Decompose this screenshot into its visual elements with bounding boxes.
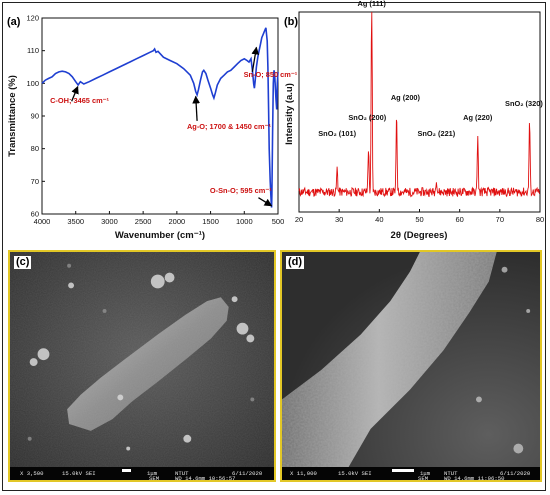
ftir-annotation-coh: C-OH; 3465 cm⁻¹ — [50, 96, 109, 105]
xrd-label-sno2-221: SnO₂ (221) — [417, 129, 455, 138]
ftir-xtick-label: 3500 — [67, 217, 84, 226]
sem-panel-d-label: (d) — [286, 256, 305, 269]
xrd-label-sno2-101: SnO₂ (101) — [318, 129, 356, 138]
sem-panel-c: (c) X 3,500 15.0kV SEI 1μm NTUT 6/11/202… — [8, 250, 276, 482]
ftir-annotation-ago: Ag-O; 1700 & 1450 cm⁻¹ — [187, 122, 272, 131]
xrd-label-ag-200: Ag (200) — [391, 93, 421, 102]
ftir-series-line — [41, 27, 279, 208]
xrd-xlabel: 2θ (Degrees) — [391, 230, 448, 241]
sem-c-date: 6/11/2020 — [232, 470, 263, 477]
sem-d-scale: 1μm — [420, 470, 431, 477]
xrd-xtick-label: 60 — [455, 215, 463, 224]
sem-d-kv: 15.0kV SEI — [338, 470, 372, 477]
ftir-xtick-label: 2000 — [169, 217, 186, 226]
xrd-xtick-label: 80 — [536, 215, 544, 224]
ftir-ytick-label: 90 — [31, 112, 39, 121]
sem-c-wd: WD 14.6mm 10:56:57 — [175, 475, 236, 482]
xrd-panel-label: (b) — [284, 16, 298, 28]
sem-panel-c-label: (c) — [14, 256, 32, 269]
ftir-xtick-label: 1000 — [236, 217, 253, 226]
ftir-ylabel: Transmittance (%) — [7, 75, 18, 157]
ftir-xtick-label: 4000 — [34, 217, 51, 226]
xrd-xtick-label: 20 — [295, 215, 303, 224]
ftir-xtick-label: 1500 — [202, 217, 219, 226]
xrd-label-sno2-200: SnO₂ (200) — [348, 113, 386, 122]
sem-d-det: SEM — [418, 475, 429, 482]
xrd-ylabel: Intensity (a.u) — [284, 83, 295, 145]
ftir-axes — [41, 17, 279, 215]
sem-d-inst: NTUT — [444, 470, 458, 477]
sem-panel-d: (d) X 11,000 15.0kV SEI 1μm NTUT 6/11/20… — [280, 250, 542, 482]
ftir-annotation-osno: O-Sn-O; 595 cm⁻¹ — [210, 186, 272, 195]
sem-c-inst: NTUT — [175, 470, 189, 477]
sem-d-scalebar — [392, 469, 414, 472]
ftir-ytick-label: 100 — [26, 79, 39, 88]
sem-databar-d: X 11,000 15.0kV SEI 1μm NTUT 6/11/2020 S… — [282, 467, 540, 480]
ftir-panel-label: (a) — [7, 16, 21, 28]
sem-c-scale: 1μm — [147, 470, 158, 477]
ftir-annotation-sno: Sn-O; 850 cm⁻¹ — [244, 70, 298, 79]
ftir-chart: (a) 60 70 80 90 100 110 120 4000 3500 3000 2500 20… — [7, 14, 298, 242]
ftir-ytick-label: 80 — [31, 144, 39, 153]
xrd-series-line — [298, 11, 540, 198]
ftir-annotation-ago-arrow — [192, 95, 201, 121]
ftir-ytick-label: 60 — [31, 210, 39, 219]
xrd-xtick-label: 70 — [496, 215, 504, 224]
xrd-xtick-label: 30 — [335, 215, 343, 224]
xrd-label-ag-220: Ag (220) — [463, 113, 493, 122]
xrd-xtick-label: 40 — [375, 215, 383, 224]
sem-databar-c: X 3,500 15.0kV SEI 1μm NTUT 6/11/2020 SE… — [10, 467, 274, 480]
sem-d-wd: WD 14.6mm 11:06:50 — [444, 475, 505, 482]
xrd-axes — [298, 11, 541, 213]
sem-d-mag: X 11,000 — [290, 470, 317, 477]
xrd-label-ag-111: Ag (111) — [358, 0, 387, 8]
sem-c-scalebar — [122, 469, 131, 472]
sem-c-kv: 15.0kV SEI — [62, 470, 96, 477]
sem-c-det: SEM — [149, 475, 160, 482]
ftir-xtick-label: 500 — [272, 217, 285, 226]
ftir-ytick-label: 120 — [26, 14, 39, 23]
sem-c-mag: X 3,500 — [20, 470, 44, 477]
xrd-xtick-label: 50 — [415, 215, 423, 224]
ftir-ytick-label: 70 — [31, 177, 39, 186]
ftir-xtick-label: 2500 — [135, 217, 152, 226]
ftir-xtick-label: 3000 — [101, 217, 118, 226]
xrd-chart: (b) 20 30 40 50 60 70 80 Intensity (a.u) 2θ (D… — [284, 0, 544, 241]
ftir-annotation-osno-arrow — [258, 197, 273, 207]
ftir-annotation-sno-arrow — [251, 46, 260, 73]
ftir-ytick-label: 110 — [27, 46, 39, 55]
sem-image-c — [10, 252, 274, 480]
sem-d-date: 6/11/2020 — [500, 470, 531, 477]
ftir-xlabel: Wavenumber (cm⁻¹) — [115, 230, 205, 241]
ftir-annotation-coh-arrow — [71, 85, 79, 102]
xrd-label-sno2-320: SnO₂ (320) — [505, 99, 543, 108]
sem-image-d — [282, 252, 540, 480]
